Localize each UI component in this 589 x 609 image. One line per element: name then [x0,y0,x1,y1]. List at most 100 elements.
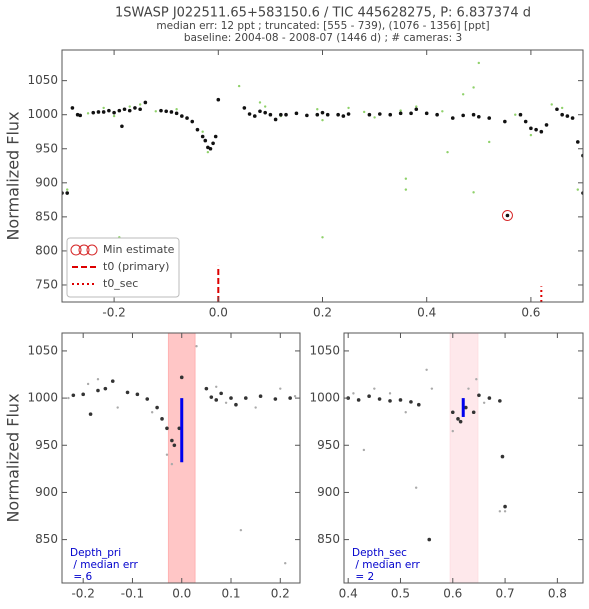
point [456,417,460,421]
y-axis-label: Normalized Flux [4,393,23,522]
point [575,140,580,144]
point [555,107,559,112]
point [258,109,262,114]
point [450,410,455,415]
point [138,103,142,106]
point [154,110,157,113]
panel: 1SWASP J022511.65+583150.6 / TIC 4456282… [4,6,584,320]
x-tick-label: 0.5 [391,587,410,601]
point [399,109,402,112]
legend-label: Min estimate [103,243,175,256]
y-axis-label: Normalized Flux [4,111,23,240]
point [404,188,408,191]
y-tick-label: 900 [35,175,58,189]
point [252,114,257,118]
point [138,107,142,112]
plot-area [67,333,297,583]
point [135,392,140,397]
point [160,417,164,421]
point [254,406,257,409]
point [325,112,330,117]
plot-area [62,61,583,302]
point [170,462,174,466]
legend-box [66,237,180,298]
point [414,107,419,112]
point [498,510,502,513]
point [195,345,198,348]
point [294,111,299,116]
point [435,112,439,117]
point [70,106,75,110]
y-tick-label: 850 [35,532,58,546]
point [518,112,523,117]
point [560,106,564,110]
point [128,105,131,108]
point [273,397,278,401]
point [239,528,243,532]
point [477,393,481,398]
point [243,396,248,400]
point [347,106,350,110]
y-tick-label: 750 [35,277,58,291]
point [216,97,221,102]
point [116,406,119,409]
point [284,112,288,117]
depth-annotation: / median err [352,559,421,571]
point [487,116,492,120]
point [150,411,154,414]
legend-label: t0 (primary) [103,260,169,273]
point [170,438,174,443]
point [258,101,262,104]
y-tick-label: 1050 [309,343,340,357]
point [367,394,371,399]
point [472,191,475,194]
point [263,110,267,115]
point [71,393,76,398]
point [133,106,137,110]
point [409,111,413,116]
point [471,410,476,415]
point [523,119,528,124]
point [172,443,177,448]
point [570,116,575,120]
point [404,411,407,414]
point [409,400,413,404]
point [529,133,533,137]
x-tick-label: 0.2 [271,587,290,601]
x-tick-label: 0.0 [209,306,228,320]
point [195,127,200,132]
x-tick-label: 0.0 [172,587,191,601]
point [65,191,70,195]
point [203,138,208,143]
min-estimate-marker [501,210,513,222]
point [125,390,130,395]
point [175,108,178,111]
point [179,375,184,380]
point [425,368,428,371]
point [117,108,122,113]
point [356,398,361,402]
point [320,110,325,115]
point [279,387,282,390]
axes-frame [61,332,301,584]
point [107,108,111,113]
point [288,396,292,400]
point [415,105,418,108]
point [67,396,70,400]
point [96,388,100,393]
point [247,112,252,116]
point [539,129,544,134]
point [472,86,475,89]
point [488,140,491,144]
point [467,387,470,390]
point [503,119,507,124]
point [96,110,101,114]
y-tick-label: 950 [35,141,58,155]
x-tick-label: 0.2 [313,306,332,320]
point [388,392,392,395]
x-tick-label: 0.1 [221,587,240,601]
point [204,386,209,391]
point [414,486,418,489]
point [482,401,486,405]
y-tick-label: 1000 [27,391,58,405]
